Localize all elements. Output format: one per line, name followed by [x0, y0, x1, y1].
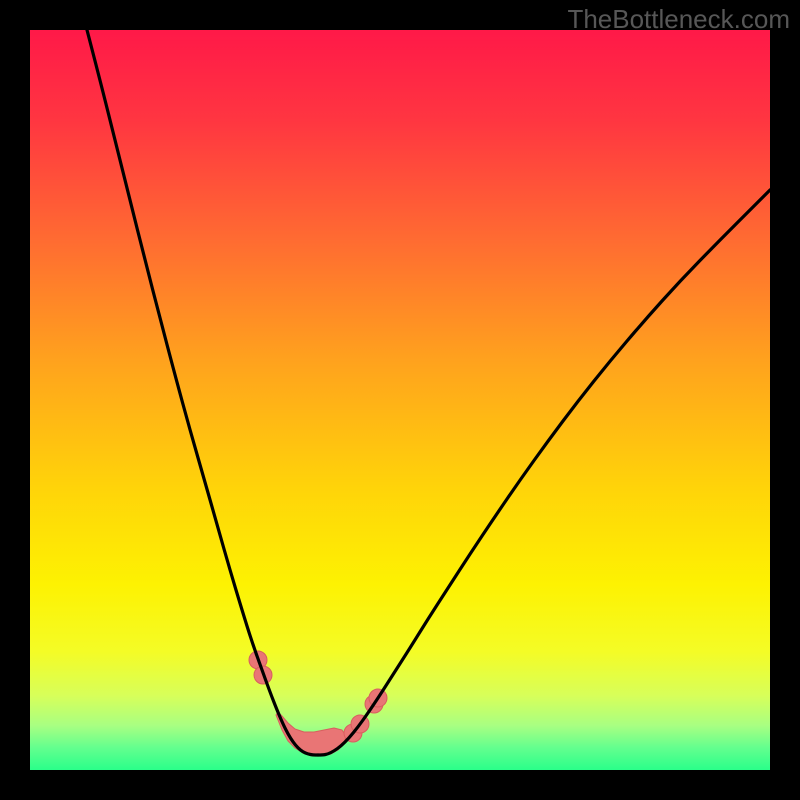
- curve-left: [87, 30, 318, 755]
- chart-frame: TheBottleneck.com: [0, 0, 800, 800]
- watermark-text: TheBottleneck.com: [567, 4, 790, 35]
- chart-svg: [0, 0, 800, 800]
- curve-right: [318, 190, 770, 755]
